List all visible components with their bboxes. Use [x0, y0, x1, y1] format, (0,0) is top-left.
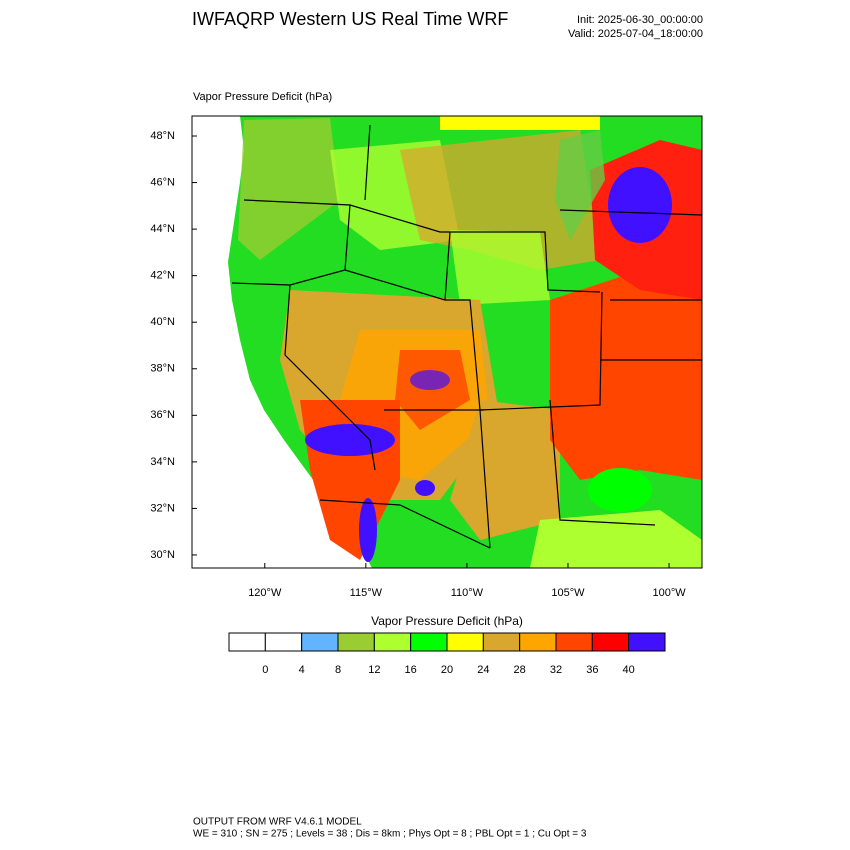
lat-tick-label: 34°N	[150, 456, 175, 468]
lat-tick-label: 42°N	[150, 270, 175, 282]
lon-tick-label: 115°W	[350, 587, 383, 599]
map-title: Vapor Pressure Deficit (hPa)	[193, 91, 332, 103]
init-time: Init: 2025-06-30_00:00:00	[577, 14, 703, 26]
colorbar-box	[410, 632, 448, 652]
colorbar-tick-label: 0	[262, 664, 268, 676]
field-patch	[359, 498, 377, 562]
lat-tick-label: 46°N	[150, 176, 175, 188]
field-patch	[305, 424, 395, 456]
field-patch	[410, 370, 450, 390]
footer-line: WE = 310 ; SN = 275 ; Levels = 38 ; Dis …	[193, 829, 587, 840]
field-patch	[238, 118, 340, 260]
colorbar-tick-label: 20	[441, 664, 453, 676]
colorbar-box	[628, 632, 666, 652]
colorbar-tick-label: 12	[368, 664, 380, 676]
lon-tick-label: 100°W	[652, 587, 686, 599]
valid-time: Valid: 2025-07-04_18:00:00	[568, 28, 703, 40]
page-title: IWFAQRP Western US Real Time WRF	[192, 9, 508, 29]
lat-tick-label: 32°N	[150, 502, 175, 514]
colorbar-tick-label: 16	[405, 664, 417, 676]
colorbar-box	[446, 632, 484, 652]
colorbar-tick-label: 40	[623, 664, 635, 676]
lat-tick-label: 30°N	[150, 549, 175, 561]
colorbar-box	[337, 632, 375, 652]
map-axes: 48°N 46°N 44°N 42°N 40°N 38°N 36°N 34°N 32°N 30°N…	[150, 130, 686, 599]
field-patch	[608, 167, 672, 243]
colorbar-box	[373, 632, 412, 652]
lon-tick-label: 110°W	[451, 587, 484, 599]
lon-tick-label: 120°W	[248, 587, 282, 599]
lat-tick-label: 44°N	[150, 223, 175, 235]
field-patch	[450, 400, 560, 540]
colorbar-tick-label: 28	[514, 664, 526, 676]
colorbar-box	[301, 632, 339, 652]
colorbar: 0 4 8 12 16 20 24 28 32 36 40	[228, 632, 666, 676]
colorbar-tick-label: 24	[477, 664, 489, 676]
field-patch	[530, 510, 702, 568]
colorbar-title: Vapor Pressure Deficit (hPa)	[371, 614, 523, 628]
lat-tick-label: 40°N	[150, 316, 175, 328]
footer-line: OUTPUT FROM WRF V4.6.1 MODEL	[193, 817, 362, 828]
colorbar-tick-label: 32	[550, 664, 562, 676]
lat-tick-label: 38°N	[150, 363, 175, 375]
colorbar-box	[591, 632, 630, 652]
lat-tick-label: 36°N	[150, 409, 175, 421]
map-frame	[191, 115, 703, 569]
colorbar-tick-label: 4	[299, 664, 305, 676]
lon-tick-label: 105°W	[551, 587, 585, 599]
colorbar-tick-label: 8	[335, 664, 341, 676]
colorbar-tick-label: 36	[586, 664, 598, 676]
colorbar-box	[555, 632, 593, 652]
field-patch	[555, 130, 605, 240]
field-patch	[415, 480, 435, 496]
state-borders	[231, 124, 702, 549]
field-patch	[550, 250, 702, 480]
field-patch	[440, 116, 600, 130]
field-patch	[588, 468, 652, 512]
map-field	[191, 115, 703, 569]
colorbar-box	[228, 632, 266, 652]
lat-tick-label: 48°N	[150, 130, 175, 142]
colorbar-box	[519, 632, 557, 652]
field-patch	[450, 230, 550, 305]
colorbar-box	[264, 632, 303, 652]
colorbar-box	[482, 632, 521, 652]
